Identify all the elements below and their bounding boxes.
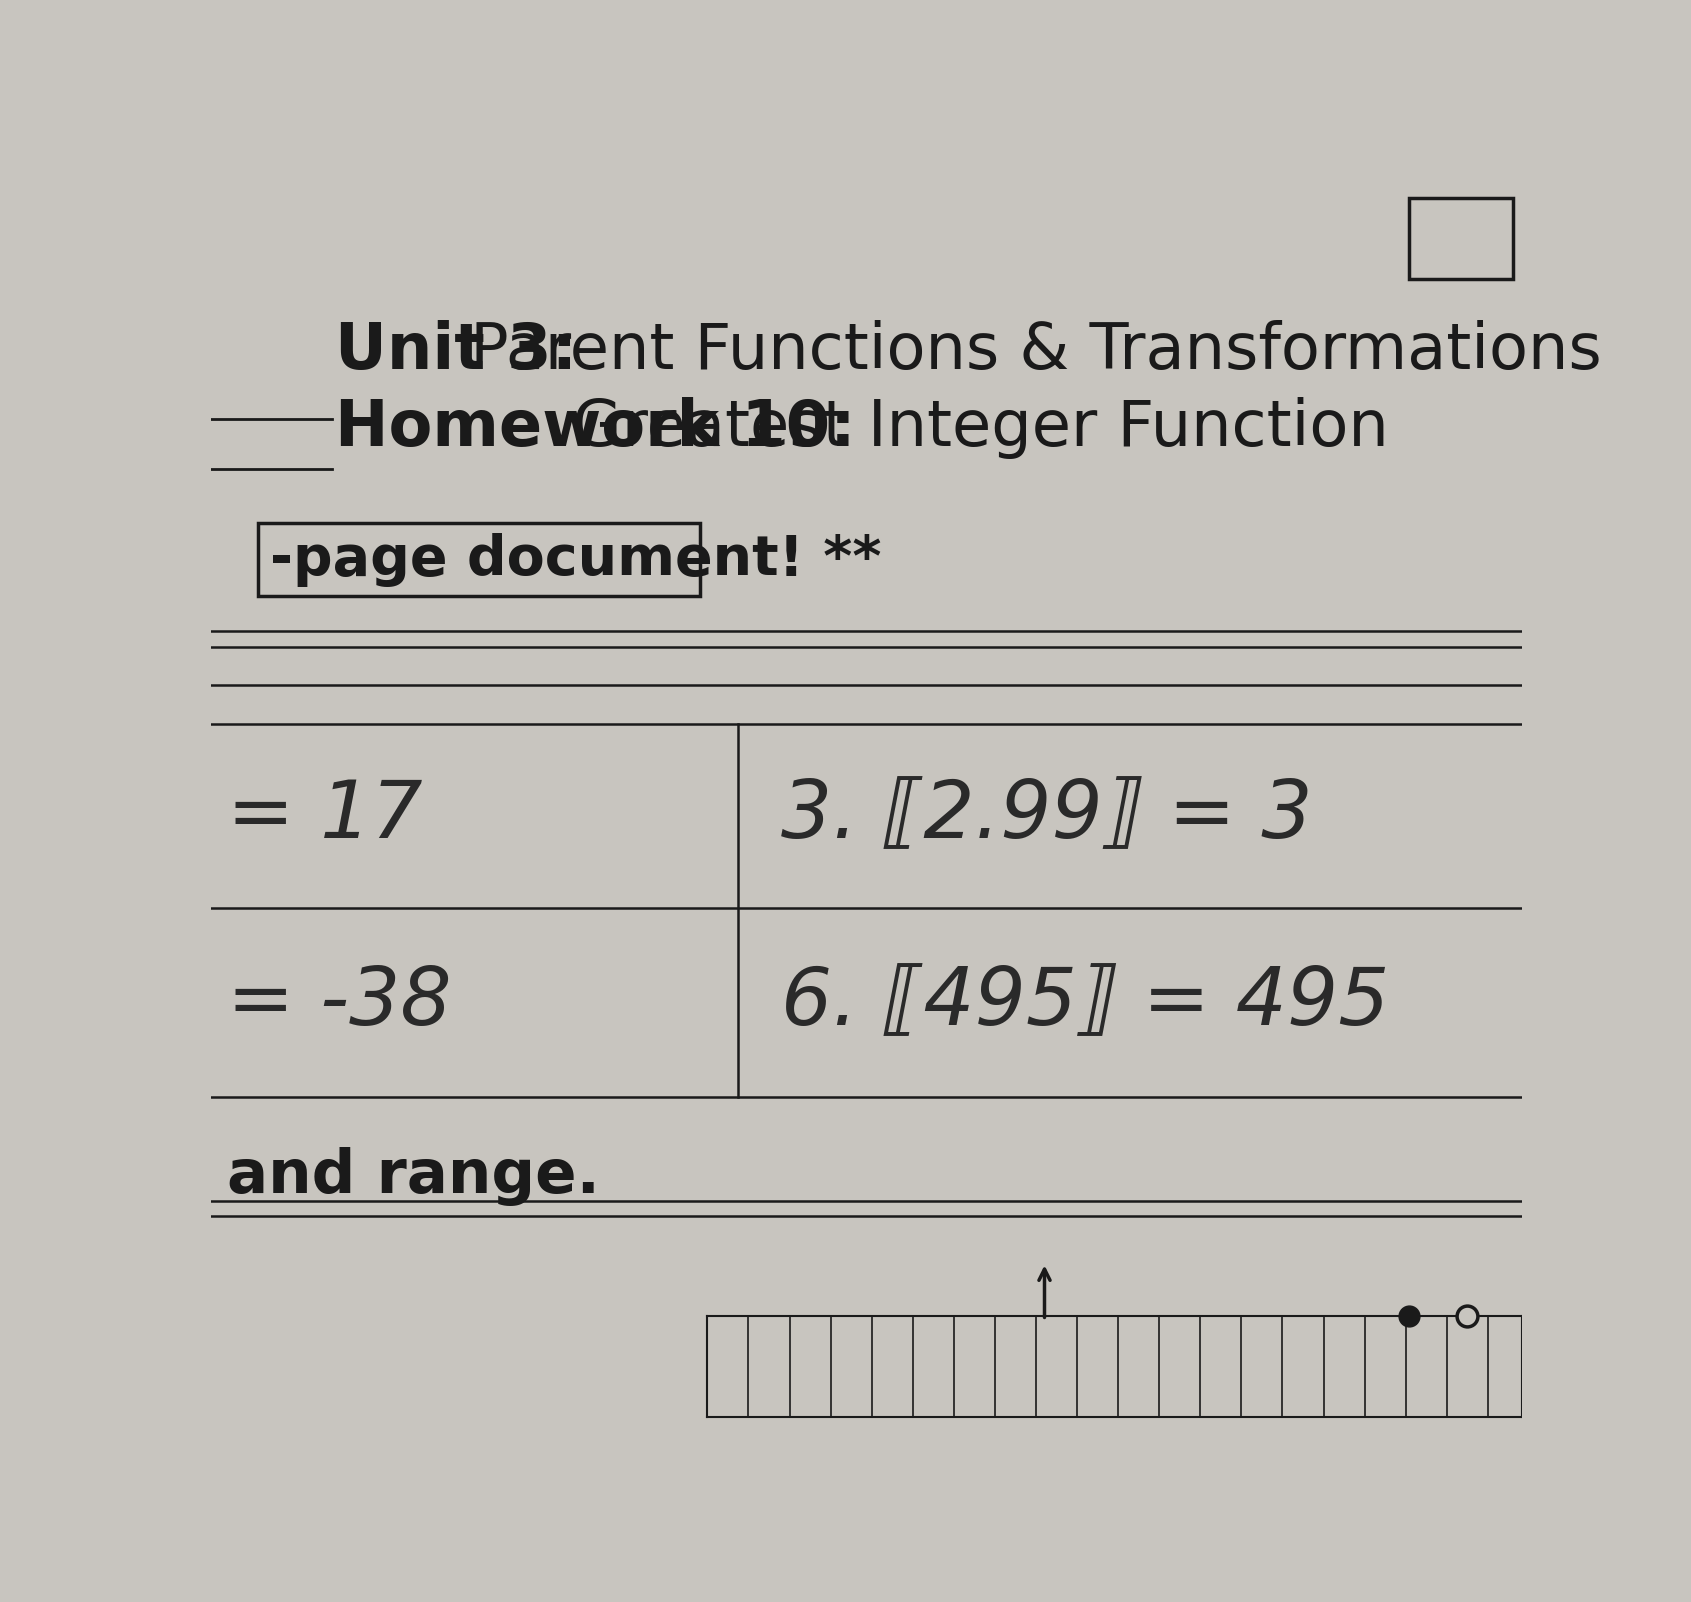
Bar — [1409, 199, 1513, 279]
Text: Unit 3:: Unit 3: — [335, 320, 578, 383]
Text: 6. ⟦495⟧ = 495: 6. ⟦495⟧ = 495 — [781, 964, 1390, 1041]
Text: and range.: and range. — [227, 1147, 600, 1206]
Text: = 17: = 17 — [227, 777, 423, 855]
Text: Parent Functions & Transformations: Parent Functions & Transformations — [450, 320, 1601, 383]
Text: -page document! **: -page document! ** — [269, 533, 881, 586]
Text: Homework 10:: Homework 10: — [335, 397, 856, 460]
Text: Greatest Integer Function: Greatest Integer Function — [553, 397, 1388, 460]
Text: = -38: = -38 — [227, 964, 451, 1041]
Bar — [257, 524, 700, 596]
Text: 3. ⟦2.99⟧ = 3: 3. ⟦2.99⟧ = 3 — [781, 777, 1312, 855]
